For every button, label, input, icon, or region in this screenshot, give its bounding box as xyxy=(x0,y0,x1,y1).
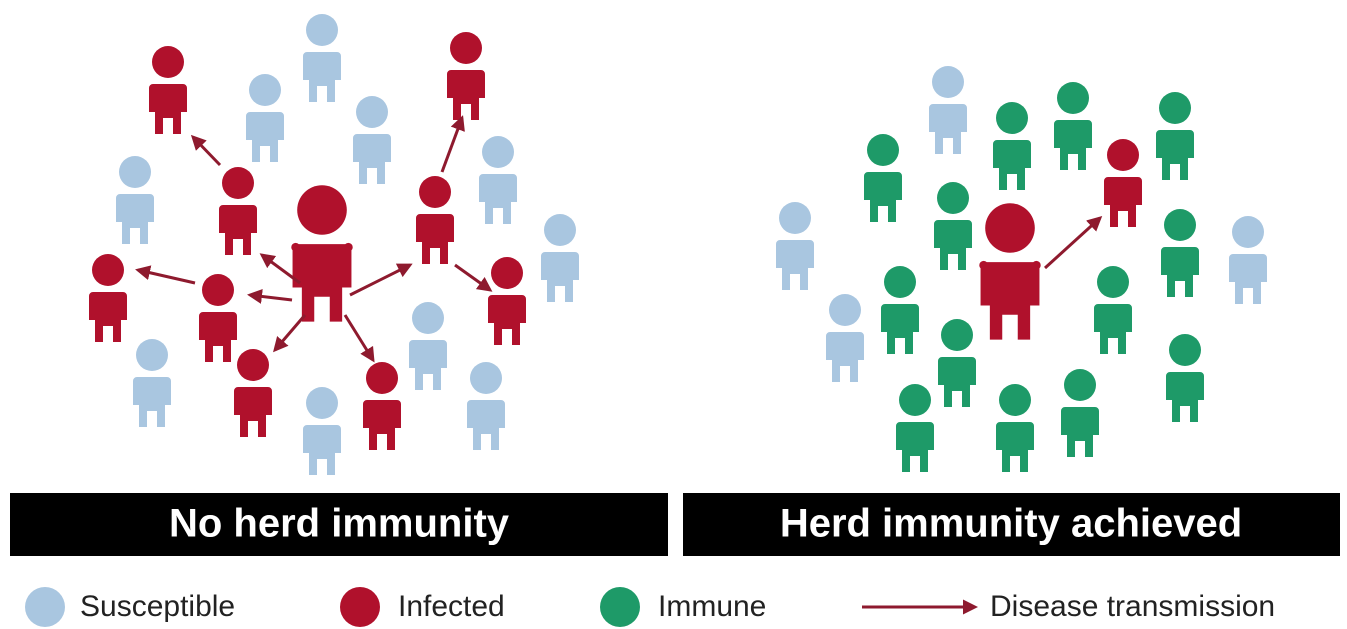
person-head xyxy=(884,266,916,298)
person-head xyxy=(92,254,124,286)
person-head xyxy=(1232,216,1264,248)
person-body xyxy=(993,140,1031,190)
person-body xyxy=(353,134,391,184)
person-head xyxy=(366,362,398,394)
person-body xyxy=(896,422,934,472)
person-head xyxy=(1097,266,1129,298)
person-body xyxy=(116,194,154,244)
person-head xyxy=(249,74,281,106)
person-body xyxy=(934,220,972,270)
person-body xyxy=(447,70,485,120)
panel-title: No herd immunity xyxy=(169,502,510,546)
person-body xyxy=(363,400,401,450)
person-body xyxy=(776,240,814,290)
person-head xyxy=(222,167,254,199)
person-body xyxy=(864,172,902,222)
transmission-arrow xyxy=(345,315,373,360)
person-head xyxy=(937,182,969,214)
person-head xyxy=(450,32,482,64)
person-body xyxy=(89,292,127,342)
person-body xyxy=(246,112,284,162)
person-body xyxy=(929,104,967,154)
panel-title: Herd immunity achieved xyxy=(780,502,1242,546)
person-body xyxy=(938,357,976,407)
person-head xyxy=(1169,334,1201,366)
person-body xyxy=(1094,304,1132,354)
person-body xyxy=(199,312,237,362)
legend-label: Infected xyxy=(398,590,505,623)
legend-label: Immune xyxy=(658,590,766,623)
person-head xyxy=(119,156,151,188)
person-head xyxy=(306,387,338,419)
person-head xyxy=(482,136,514,168)
person-body xyxy=(416,214,454,264)
person-body xyxy=(133,377,171,427)
person-body xyxy=(234,387,272,437)
person-body xyxy=(881,304,919,354)
transmission-arrow xyxy=(193,137,220,165)
transmission-arrow xyxy=(138,270,195,283)
page: No herd immunity Herd immunity achieved … xyxy=(0,0,1347,629)
person-body xyxy=(1156,130,1194,180)
diagram: No herd immunity Herd immunity achieved … xyxy=(0,0,1347,629)
person-head xyxy=(941,319,973,351)
person-head xyxy=(544,214,576,246)
person-body xyxy=(1166,372,1204,422)
person-head xyxy=(419,176,451,208)
person-head xyxy=(136,339,168,371)
legend-swatch xyxy=(340,587,380,627)
person-head xyxy=(356,96,388,128)
transmission-arrow xyxy=(1045,218,1100,268)
person-head xyxy=(999,384,1031,416)
transmission-arrow xyxy=(250,295,292,300)
person-head xyxy=(202,274,234,306)
transmission-arrow xyxy=(442,118,462,172)
person-body xyxy=(1054,120,1092,170)
person-body xyxy=(826,332,864,382)
person-body xyxy=(541,252,579,302)
person-head xyxy=(867,134,899,166)
person-body xyxy=(219,205,257,255)
person-head xyxy=(237,349,269,381)
person-body xyxy=(996,422,1034,472)
person-head xyxy=(829,294,861,326)
person-head xyxy=(932,66,964,98)
person-body xyxy=(488,295,526,345)
person-head xyxy=(297,185,347,235)
legend-label: Susceptible xyxy=(80,590,235,623)
person-head xyxy=(996,102,1028,134)
person-body xyxy=(149,84,187,134)
person-head xyxy=(470,362,502,394)
person-body xyxy=(467,400,505,450)
person-body xyxy=(479,174,517,224)
person-body xyxy=(303,52,341,102)
person-head xyxy=(985,203,1035,253)
person-body xyxy=(1229,254,1267,304)
person-body xyxy=(1061,407,1099,457)
transmission-arrow xyxy=(455,265,490,290)
transmission-arrow xyxy=(275,315,305,350)
person-body xyxy=(409,340,447,390)
person-head xyxy=(306,14,338,46)
person-head xyxy=(1159,92,1191,124)
person-head xyxy=(412,302,444,334)
person-body xyxy=(303,425,341,475)
person-body xyxy=(979,261,1040,340)
person-body xyxy=(1104,177,1142,227)
legend-swatch xyxy=(600,587,640,627)
person-body xyxy=(1161,247,1199,297)
legend-label: Disease transmission xyxy=(990,590,1275,623)
person-head xyxy=(1164,209,1196,241)
person-head xyxy=(1057,82,1089,114)
people xyxy=(89,14,1267,475)
person-head xyxy=(1064,369,1096,401)
person-head xyxy=(779,202,811,234)
person-head xyxy=(1107,139,1139,171)
transmission-arrow xyxy=(350,265,410,295)
person-head xyxy=(899,384,931,416)
legend-swatch xyxy=(25,587,65,627)
person-head xyxy=(491,257,523,289)
person-head xyxy=(152,46,184,78)
